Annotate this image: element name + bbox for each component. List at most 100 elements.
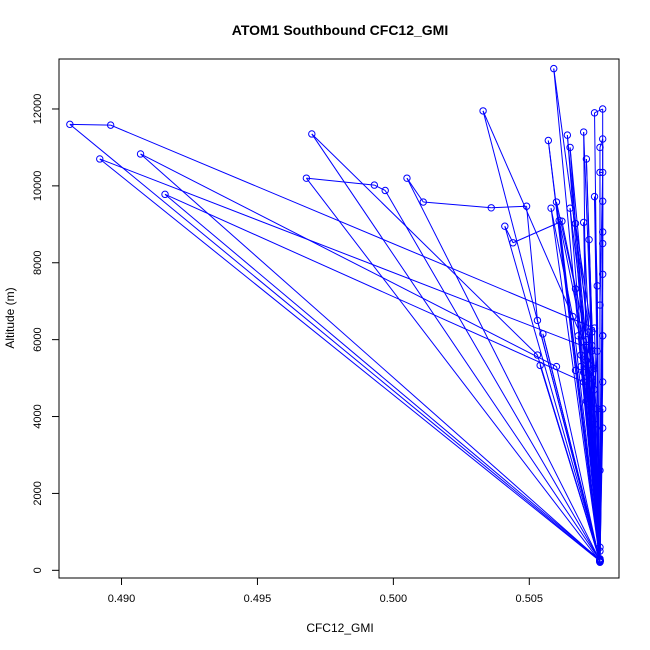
series-segment	[591, 345, 596, 369]
y-axis-label: Altitude (m)	[3, 287, 17, 348]
data-point	[501, 222, 509, 230]
series-segment	[384, 190, 601, 561]
series-segment	[583, 222, 587, 361]
data-point	[579, 128, 588, 136]
data-point	[596, 547, 604, 555]
data-point	[590, 420, 599, 428]
data-point	[593, 347, 601, 355]
series-segment	[491, 205, 527, 209]
series-segment	[569, 147, 593, 379]
data-point	[547, 204, 555, 212]
data-point	[522, 202, 531, 210]
data-point	[596, 301, 604, 309]
data-point	[585, 395, 593, 403]
y-tick-label: 6000	[32, 327, 44, 351]
data-point	[569, 312, 577, 321]
data-point	[571, 285, 580, 293]
data-point	[588, 374, 596, 382]
series-segment	[306, 177, 375, 186]
x-tick-label: 0.505	[516, 593, 544, 605]
data-point	[544, 136, 553, 145]
x-axis-label: CFC12_GMI	[306, 621, 373, 635]
data-point	[598, 135, 607, 143]
y-tick-label: 2000	[32, 481, 44, 505]
data-point	[479, 107, 487, 115]
data-point	[550, 64, 558, 73]
series-segment	[547, 140, 577, 371]
data-point	[590, 192, 599, 201]
data-point	[598, 378, 607, 386]
series-segment	[558, 220, 601, 561]
data-point	[596, 143, 604, 152]
series-segment	[550, 208, 601, 562]
series-segment	[555, 201, 576, 290]
data-point	[598, 239, 607, 248]
data-point	[308, 130, 316, 138]
data-point	[566, 204, 574, 212]
data-point	[598, 270, 607, 278]
marker-layer	[66, 64, 607, 566]
data-point	[588, 347, 596, 355]
chart-title: ATOM1 Southbound CFC12_GMI	[232, 22, 448, 38]
data-point	[588, 341, 596, 350]
data-point	[598, 332, 607, 340]
data-point	[106, 121, 115, 129]
data-point	[598, 405, 607, 413]
series-segment	[110, 124, 595, 329]
data-point	[582, 382, 591, 390]
data-point	[509, 239, 517, 247]
data-point	[563, 131, 572, 139]
x-tick-label: 0.495	[244, 593, 272, 605]
series-segment	[482, 110, 585, 342]
data-point	[598, 228, 607, 236]
series-segment	[374, 184, 386, 191]
data-point	[596, 555, 604, 563]
data-point	[552, 198, 561, 206]
data-point	[582, 357, 591, 365]
series-segment	[311, 133, 601, 561]
plot-area	[58, 58, 620, 579]
data-point	[487, 204, 495, 212]
data-point	[96, 155, 104, 163]
data-point	[598, 424, 607, 432]
series-segment	[164, 193, 584, 383]
series-segment	[588, 368, 596, 400]
data-point	[536, 361, 544, 370]
series-segment	[69, 123, 111, 126]
data-point	[539, 330, 547, 338]
data-point	[381, 186, 389, 195]
series-segment	[69, 123, 601, 562]
data-point	[403, 174, 411, 182]
data-point	[588, 328, 596, 336]
series-segment	[140, 153, 601, 561]
series-segment	[406, 177, 601, 561]
y-tick-label: 10000	[32, 171, 44, 202]
series-segment	[526, 206, 538, 321]
data-point	[302, 174, 311, 182]
data-point	[590, 109, 599, 117]
x-tick-label: 0.500	[380, 593, 408, 605]
data-point	[579, 218, 588, 227]
data-point	[593, 405, 601, 413]
data-point	[66, 120, 74, 129]
data-point	[136, 150, 145, 158]
x-axis: 0.490 0.495 0.500 0.505	[108, 577, 544, 605]
x-tick-label: 0.490	[108, 593, 136, 605]
data-point	[571, 366, 580, 375]
data-point	[585, 235, 593, 244]
data-point	[582, 155, 591, 163]
series-segment	[406, 177, 424, 203]
series-segment	[99, 158, 601, 562]
data-point	[574, 332, 582, 340]
y-tick-label: 0	[32, 567, 44, 573]
series-segment	[140, 153, 557, 368]
data-point	[533, 351, 542, 359]
data-point	[593, 282, 601, 290]
data-point	[598, 105, 607, 113]
data-point	[588, 408, 596, 417]
data-point	[582, 335, 591, 344]
data-point	[571, 219, 580, 228]
series-segment	[542, 333, 601, 561]
data-point	[596, 466, 604, 475]
